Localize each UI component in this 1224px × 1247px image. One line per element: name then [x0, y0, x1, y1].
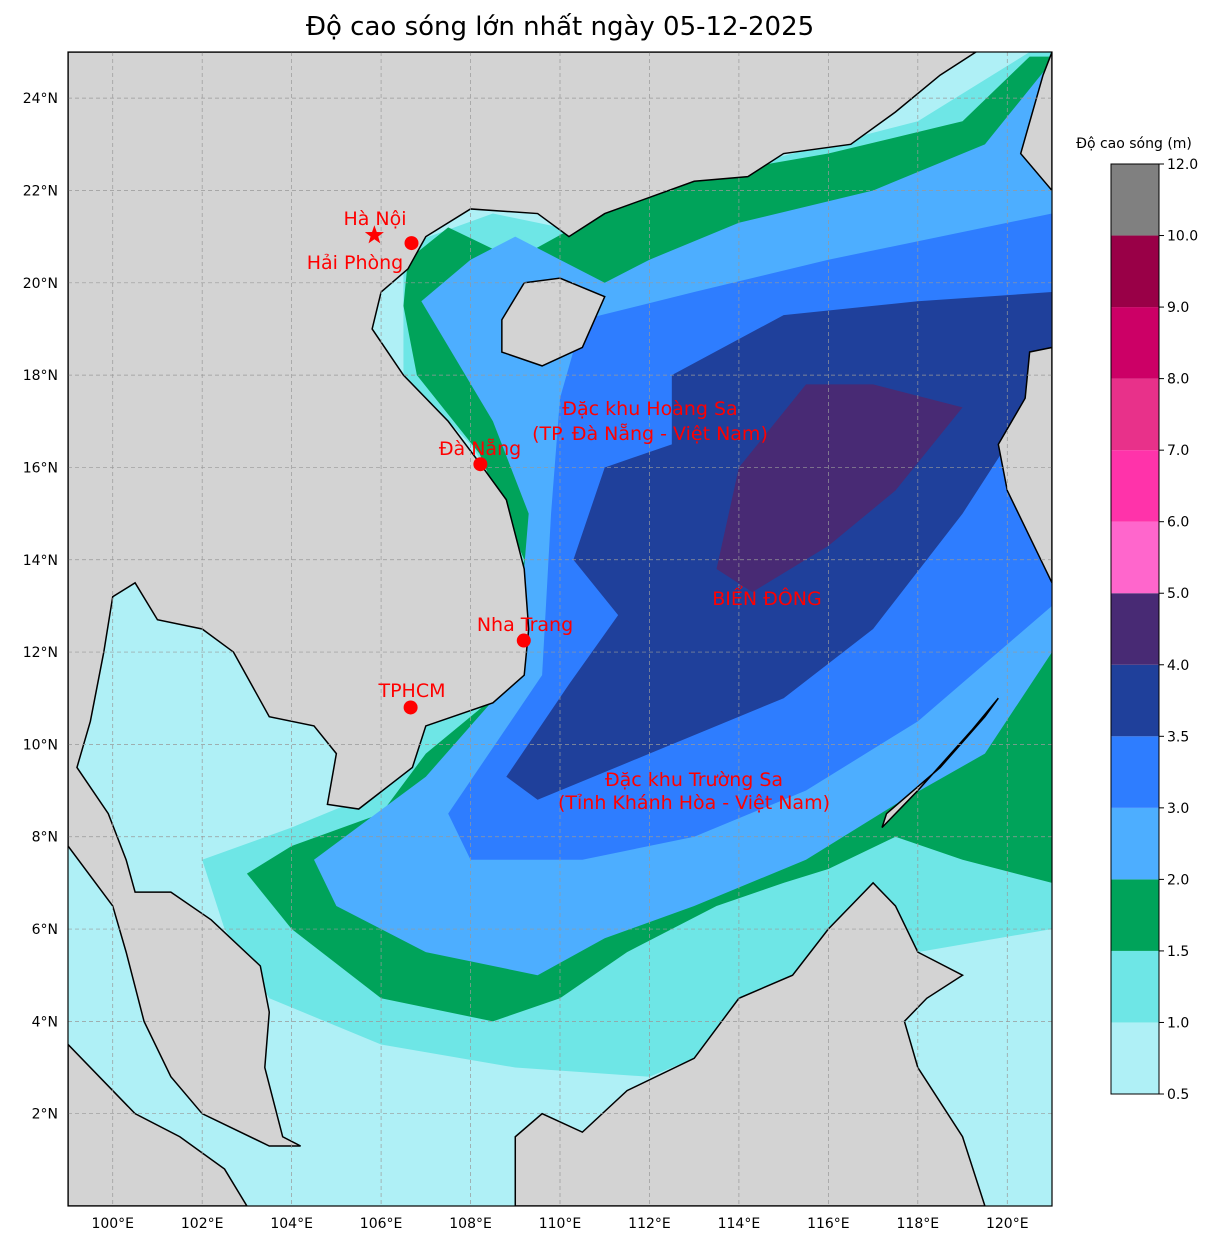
- lat-tick-label: 22°N: [23, 183, 58, 199]
- colorbar-segment: [1111, 307, 1159, 379]
- land-luzon: [997, 346, 1052, 584]
- colorbar-tick-label: 8.0: [1167, 372, 1189, 388]
- land-palawan: [881, 697, 999, 829]
- haiphong-label: Hải Phòng: [307, 252, 403, 274]
- hoangsa-sublabel: (TP. Đà Nẵng - Việt Nam): [532, 422, 768, 445]
- land-hainan: [501, 277, 606, 367]
- hoangsa-label: Đặc khu Hoàng Sa: [562, 398, 737, 420]
- lat-tick-label: 4°N: [32, 1014, 58, 1030]
- lon-tick-label: 118°E: [897, 1216, 940, 1232]
- truongsa-label: Đặc khu Trường Sa: [605, 769, 783, 791]
- hanoi-label: Hà Nội: [343, 208, 406, 230]
- colorbar-tick-label: 6.0: [1167, 515, 1189, 531]
- lat-tick-label: 10°N: [23, 737, 58, 753]
- colorbar-title: Độ cao sóng (m): [1076, 136, 1192, 152]
- colorbar-tick-label: 0.5: [1167, 1087, 1189, 1103]
- wave-band-4-5: [716, 384, 963, 593]
- colorbar-segment: [1111, 1022, 1159, 1094]
- colorbar-tick-label: 7.0: [1167, 443, 1189, 459]
- colorbar-tick-label: 1.0: [1167, 1015, 1189, 1031]
- colorbar-segment: [1111, 450, 1159, 522]
- colorbar-tick-label: 5.0: [1167, 586, 1189, 602]
- lat-tick-label: 16°N: [23, 460, 58, 476]
- lat-tick-label: 18°N: [23, 368, 58, 384]
- colorbar-tick-label: 3.0: [1167, 801, 1189, 817]
- nhatrang-label: Nha Trang: [477, 614, 573, 636]
- bien-dong-label: BIỂN ĐÔNG: [712, 584, 822, 610]
- colorbar-segment: [1111, 879, 1159, 951]
- lat-tick-label: 20°N: [23, 276, 58, 292]
- nhatrang-marker: [516, 633, 531, 648]
- lat-tick-label: 14°N: [23, 553, 58, 569]
- land-taiwan: [1019, 52, 1052, 192]
- lon-tick-label: 110°E: [539, 1216, 582, 1232]
- lon-tick-label: 108°E: [449, 1216, 492, 1232]
- colorbar-segment: [1111, 378, 1159, 451]
- colorbar-tick-label: 4.0: [1167, 658, 1189, 674]
- lon-tick-label: 112°E: [628, 1216, 671, 1232]
- lat-tick-label: 8°N: [32, 830, 58, 846]
- colorbar-segment: [1111, 164, 1159, 236]
- lat-tick-label: 12°N: [23, 645, 58, 661]
- colorbar-frame: [1110, 163, 1160, 1095]
- map-frame: [67, 51, 1053, 1207]
- colorbar-segment: [1111, 736, 1159, 808]
- lon-tick-label: 120°E: [986, 1216, 1029, 1232]
- lon-tick-label: 114°E: [718, 1216, 761, 1232]
- land-mainland: [68, 52, 978, 1147]
- haiphong-marker: [404, 236, 419, 251]
- lon-tick-label: 106°E: [360, 1216, 403, 1232]
- tphcm-marker: [403, 700, 418, 715]
- colorbar-tick-label: 3.5: [1167, 729, 1189, 745]
- colorbar-tick-label: 2.0: [1167, 872, 1189, 888]
- colorbar-segment: [1111, 521, 1159, 594]
- map-title: Độ cao sóng lớn nhất ngày 05-12-2025: [305, 12, 815, 42]
- truongsa-sublabel: (Tỉnh Khánh Hòa - Việt Nam): [558, 792, 830, 814]
- lon-tick-label: 102°E: [181, 1216, 224, 1232]
- tphcm-label: TPHCM: [377, 680, 445, 702]
- lon-tick-label: 100°E: [91, 1216, 134, 1232]
- colorbar-segment: [1111, 807, 1159, 880]
- danang-label: Đà Nẵng: [439, 437, 521, 460]
- lat-tick-label: 2°N: [32, 1107, 58, 1123]
- lon-tick-label: 116°E: [807, 1216, 850, 1232]
- colorbar-segment: [1111, 950, 1159, 1023]
- colorbar-tick-label: 10.0: [1167, 229, 1198, 245]
- lat-tick-label: 6°N: [32, 922, 58, 938]
- lat-tick-label: 24°N: [23, 91, 58, 107]
- colorbar-tick-label: 1.5: [1167, 944, 1189, 960]
- colorbar-segment: [1111, 235, 1159, 308]
- hanoi-star-icon: [364, 225, 384, 244]
- colorbar-segment: [1111, 664, 1159, 737]
- colorbar-segment: [1111, 593, 1159, 665]
- danang-marker: [473, 457, 488, 472]
- colorbar-tick-label: 12.0: [1167, 157, 1198, 173]
- colorbar-tick-label: 9.0: [1167, 300, 1189, 316]
- lon-tick-label: 104°E: [270, 1216, 313, 1232]
